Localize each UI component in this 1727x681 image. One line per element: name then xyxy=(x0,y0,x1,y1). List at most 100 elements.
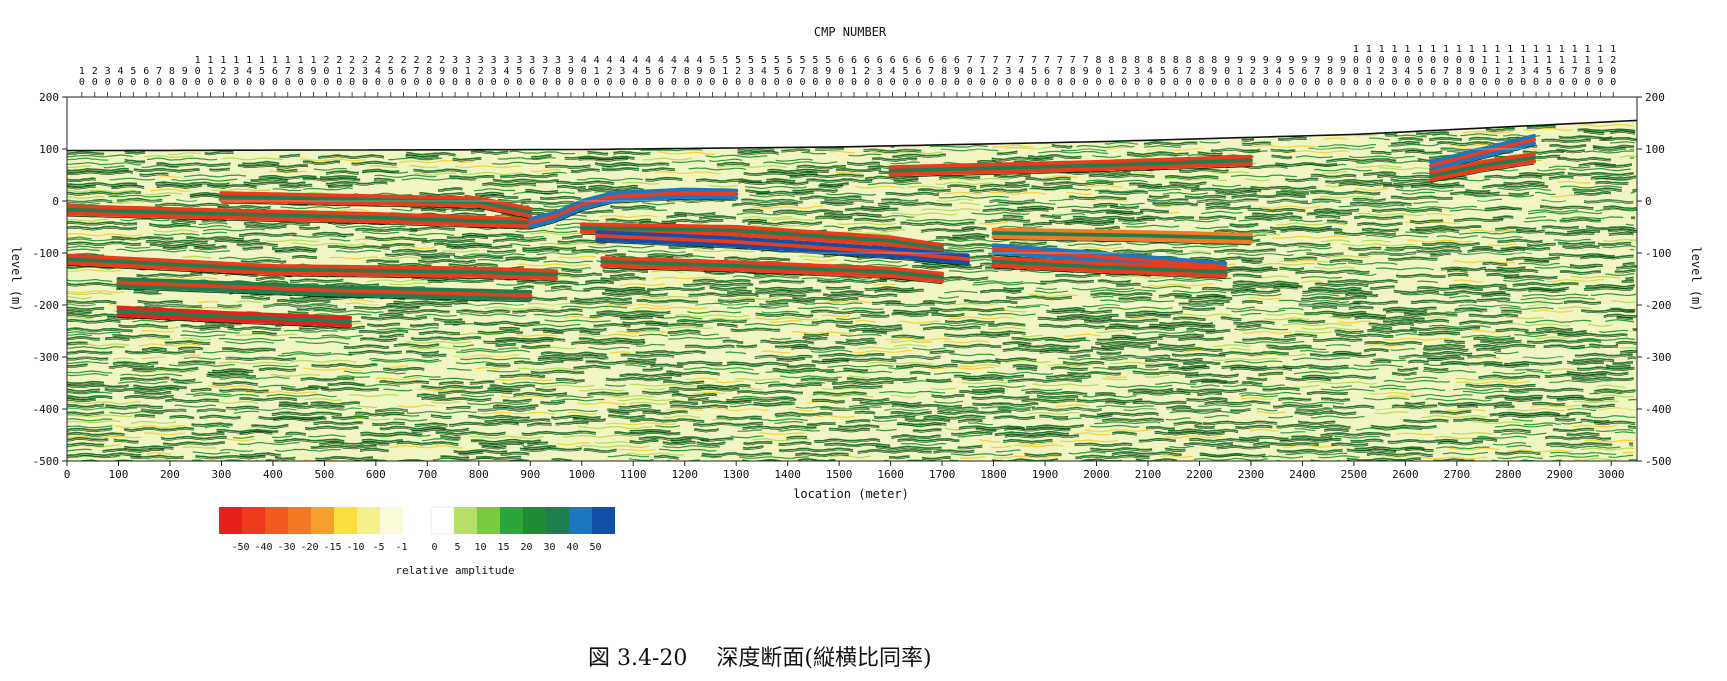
texture-trace xyxy=(1515,229,1545,233)
texture-trace xyxy=(144,192,182,196)
texture-trace xyxy=(1541,225,1579,229)
texture-trace-dark xyxy=(513,393,567,397)
texture-trace xyxy=(860,205,890,209)
texture-trace-dark xyxy=(468,416,530,420)
texture-trace xyxy=(1526,370,1552,374)
texture-trace xyxy=(576,401,627,406)
texture-trace xyxy=(1021,388,1063,392)
texture-trace xyxy=(823,212,882,216)
texture-trace xyxy=(1106,375,1127,379)
texture-trace xyxy=(1535,336,1569,340)
cmp-digit: 2 xyxy=(735,66,741,77)
texture-trace-dark xyxy=(311,365,378,368)
texture-trace xyxy=(212,380,258,385)
texture-trace xyxy=(1503,274,1558,279)
texture-trace-dark xyxy=(178,362,216,365)
texture-trace xyxy=(1614,431,1636,434)
texture-trace xyxy=(1262,386,1300,391)
texture-trace xyxy=(1580,254,1634,259)
texture-trace-dark xyxy=(555,422,589,426)
texture-trace xyxy=(1250,185,1317,190)
texture-trace xyxy=(419,191,465,196)
texture-trace xyxy=(124,394,174,399)
reflector-band xyxy=(219,198,533,219)
texture-trace xyxy=(1236,323,1262,328)
texture-trace xyxy=(1435,446,1490,450)
texture-trace-dark xyxy=(1039,416,1069,419)
reflector-band xyxy=(67,204,533,222)
texture-trace xyxy=(628,458,654,461)
cmp-digit: 2 xyxy=(1507,66,1513,77)
texture-trace-dark xyxy=(1230,368,1293,372)
texture-trace xyxy=(864,175,919,180)
texture-trace xyxy=(1379,387,1446,391)
texture-trace-dark xyxy=(984,220,1031,223)
texture-trace-dark xyxy=(196,410,226,413)
texture-trace-dark xyxy=(1108,367,1137,370)
texture-trace-dark xyxy=(1562,246,1600,250)
texture-trace xyxy=(1477,435,1527,439)
texture-trace xyxy=(1198,404,1252,408)
cmp-digit: 7 xyxy=(671,66,677,77)
texture-trace-dark xyxy=(1423,369,1449,372)
texture-trace xyxy=(1632,328,1637,331)
colorbar-tick-label: -5 xyxy=(372,542,384,553)
cmp-digit: 2 xyxy=(220,66,226,77)
texture-trace-dark xyxy=(453,451,508,454)
texture-trace-dark xyxy=(451,209,485,213)
texture-trace xyxy=(236,242,278,246)
texture-trace xyxy=(888,366,914,370)
texture-trace xyxy=(670,404,729,408)
texture-trace xyxy=(662,440,696,445)
texture-trace-dark xyxy=(1154,432,1225,436)
texture-trace xyxy=(279,183,313,188)
texture-trace xyxy=(1478,374,1541,379)
texture-trace-dark xyxy=(1132,402,1187,405)
texture-trace-dark xyxy=(1410,221,1444,224)
cmp-digit: 3 xyxy=(362,66,368,77)
texture-trace xyxy=(931,312,965,316)
texture-trace xyxy=(975,427,997,432)
texture-trace-dark xyxy=(1357,224,1403,227)
texture-trace xyxy=(67,170,134,175)
cmp-digit: 9 xyxy=(1276,55,1282,66)
texture-trace xyxy=(1230,174,1297,178)
texture-trace xyxy=(1459,320,1513,324)
texture-trace xyxy=(1409,227,1460,232)
texture-trace xyxy=(1069,354,1091,358)
texture-trace-dark xyxy=(206,375,257,379)
texture-trace xyxy=(1094,421,1161,425)
texture-trace xyxy=(212,188,271,192)
texture-trace xyxy=(827,364,894,368)
texture-trace-dark xyxy=(1526,341,1602,344)
texture-trace xyxy=(539,195,582,200)
texture-trace xyxy=(993,415,1036,419)
texture-trace xyxy=(1215,190,1257,195)
texture-trace-dark xyxy=(1306,213,1353,216)
texture-trace xyxy=(761,350,791,354)
texture-trace-dark xyxy=(1391,373,1417,377)
texture-trace xyxy=(481,445,507,449)
texture-trace-dark xyxy=(1278,399,1312,402)
texture-trace xyxy=(1095,391,1116,395)
texture-trace-dark xyxy=(190,389,212,392)
texture-trace xyxy=(1312,305,1338,309)
cmp-digit: 0 xyxy=(980,77,986,88)
texture-trace-dark xyxy=(302,162,341,165)
cmp-digit: 2 xyxy=(1610,55,1616,66)
cmp-digit: 8 xyxy=(812,66,818,77)
texture-trace xyxy=(1096,404,1155,408)
texture-trace xyxy=(657,151,716,156)
texture-trace xyxy=(952,232,990,237)
texture-trace xyxy=(67,248,100,252)
texture-trace-dark xyxy=(1127,390,1174,393)
texture-trace-dark xyxy=(207,186,257,189)
texture-trace xyxy=(401,177,476,181)
texture-trace-dark xyxy=(904,419,951,423)
texture-trace xyxy=(67,218,109,222)
texture-trace-dark xyxy=(258,417,325,421)
texture-trace xyxy=(148,222,191,227)
texture-trace xyxy=(1599,136,1637,141)
texture-trace-dark xyxy=(1472,439,1498,442)
texture-trace xyxy=(371,359,442,363)
